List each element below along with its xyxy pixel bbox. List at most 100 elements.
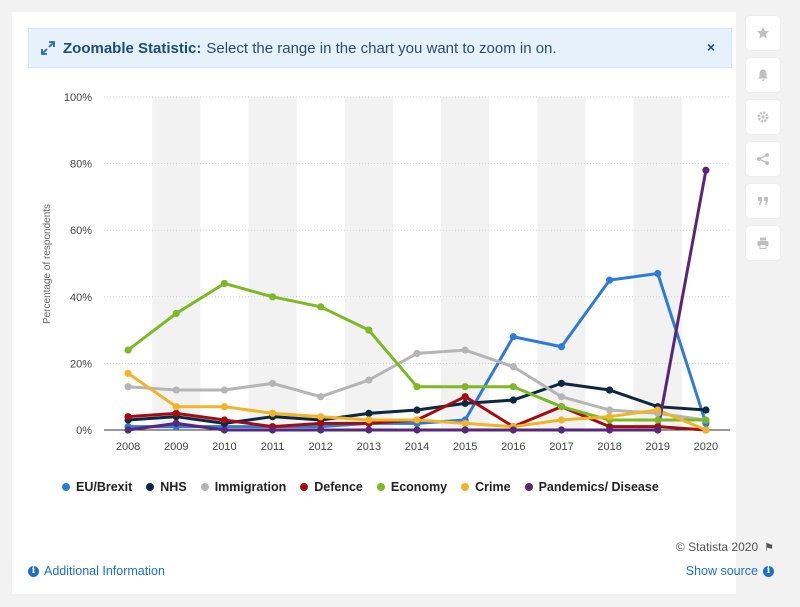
data-point[interactable] [268, 426, 277, 434]
data-point[interactable] [172, 403, 180, 411]
data-point[interactable] [124, 426, 132, 434]
data-point[interactable] [509, 363, 517, 371]
data-point[interactable] [557, 393, 566, 401]
data-point[interactable] [317, 303, 325, 311]
data-point[interactable] [365, 376, 373, 384]
legend-item[interactable]: Immigration [200, 480, 286, 494]
data-point[interactable] [702, 406, 710, 414]
data-point[interactable] [461, 393, 469, 401]
data-point[interactable] [557, 426, 566, 434]
data-point[interactable] [606, 426, 614, 434]
legend-item[interactable]: Defence [300, 480, 363, 494]
data-point[interactable] [702, 166, 710, 174]
data-point[interactable] [317, 426, 325, 434]
legend-label: Economy [390, 480, 448, 494]
legend-item[interactable]: Crime [461, 480, 511, 494]
data-point[interactable] [220, 416, 228, 424]
data-point[interactable] [413, 426, 421, 434]
data-point[interactable] [557, 403, 566, 411]
band [248, 97, 297, 430]
data-point[interactable] [365, 426, 373, 434]
data-point[interactable] [654, 269, 662, 278]
alternating-bands [152, 97, 682, 430]
data-point[interactable] [413, 406, 421, 414]
data-point[interactable] [317, 413, 325, 421]
data-point[interactable] [220, 279, 228, 288]
data-point[interactable] [509, 333, 517, 341]
data-point[interactable] [124, 383, 132, 391]
data-point[interactable] [365, 409, 373, 417]
data-point[interactable] [124, 413, 132, 421]
data-point[interactable] [606, 276, 614, 284]
data-point[interactable] [557, 379, 566, 387]
x-tick-label: 2012 [308, 441, 332, 453]
legend-item[interactable]: NHS [146, 480, 187, 494]
data-point[interactable] [413, 416, 421, 424]
share-button[interactable] [746, 142, 780, 176]
data-point[interactable] [702, 426, 710, 434]
favorite-button[interactable] [746, 16, 780, 50]
quote-icon [758, 197, 768, 205]
data-point[interactable] [509, 383, 517, 391]
data-point[interactable] [365, 326, 373, 334]
additional-information-link[interactable]: i Additional Information [28, 564, 165, 578]
legend-item[interactable]: Economy [376, 480, 448, 494]
data-point[interactable] [365, 416, 373, 424]
y-tick-label: 60% [70, 225, 92, 237]
notification-button[interactable] [746, 58, 780, 92]
legend-item[interactable]: EU/Brexit [62, 480, 132, 494]
data-point[interactable] [172, 409, 180, 417]
data-point[interactable] [654, 406, 662, 414]
data-point[interactable] [413, 383, 421, 391]
data-point[interactable] [220, 386, 228, 394]
data-point[interactable] [317, 393, 325, 401]
data-point[interactable] [268, 379, 277, 387]
data-point[interactable] [220, 403, 228, 411]
data-point[interactable] [606, 386, 614, 394]
data-point[interactable] [317, 419, 325, 427]
data-point[interactable] [461, 426, 469, 434]
cite-button[interactable] [746, 184, 780, 218]
band [537, 97, 586, 430]
show-source-link[interactable]: Show source i [686, 564, 774, 578]
legend-item[interactable]: Pandemics/ Disease [524, 480, 659, 494]
data-point[interactable] [172, 386, 180, 394]
settings-button[interactable] [746, 100, 780, 134]
data-point[interactable] [124, 369, 132, 377]
legend-label: Pandemics/ Disease [538, 480, 659, 494]
legend-marker [376, 483, 385, 491]
data-point[interactable] [654, 426, 662, 434]
data-point[interactable] [461, 399, 469, 407]
print-icon [757, 237, 769, 249]
band [633, 97, 682, 430]
data-point[interactable] [172, 419, 180, 427]
data-point[interactable] [557, 416, 566, 424]
y-tick-label: 20% [70, 358, 92, 370]
data-point[interactable] [606, 413, 614, 421]
data-point[interactable] [606, 406, 614, 414]
data-point[interactable] [654, 416, 662, 424]
data-point[interactable] [172, 309, 180, 318]
data-point[interactable] [461, 346, 469, 354]
data-point[interactable] [413, 349, 421, 358]
data-point[interactable] [509, 396, 517, 404]
x-tick-label: 2018 [597, 441, 621, 453]
data-point[interactable] [461, 419, 469, 427]
sidebar-toolbar [746, 16, 780, 268]
print-button[interactable] [746, 226, 780, 260]
close-icon[interactable]: × [706, 39, 715, 55]
data-point[interactable] [268, 409, 277, 417]
statista-credit[interactable]: © Statista 2020 ⚑ [676, 540, 774, 554]
share-icon [757, 153, 769, 165]
data-point[interactable] [557, 343, 566, 351]
data-point[interactable] [461, 383, 469, 391]
data-point[interactable] [220, 426, 228, 434]
legend-marker [62, 483, 70, 491]
data-point[interactable] [268, 293, 277, 301]
data-point[interactable] [124, 346, 132, 354]
data-point[interactable] [702, 416, 710, 424]
legend-label: Defence [314, 480, 363, 494]
data-point[interactable] [509, 426, 517, 434]
x-tick-label: 2019 [646, 441, 670, 453]
